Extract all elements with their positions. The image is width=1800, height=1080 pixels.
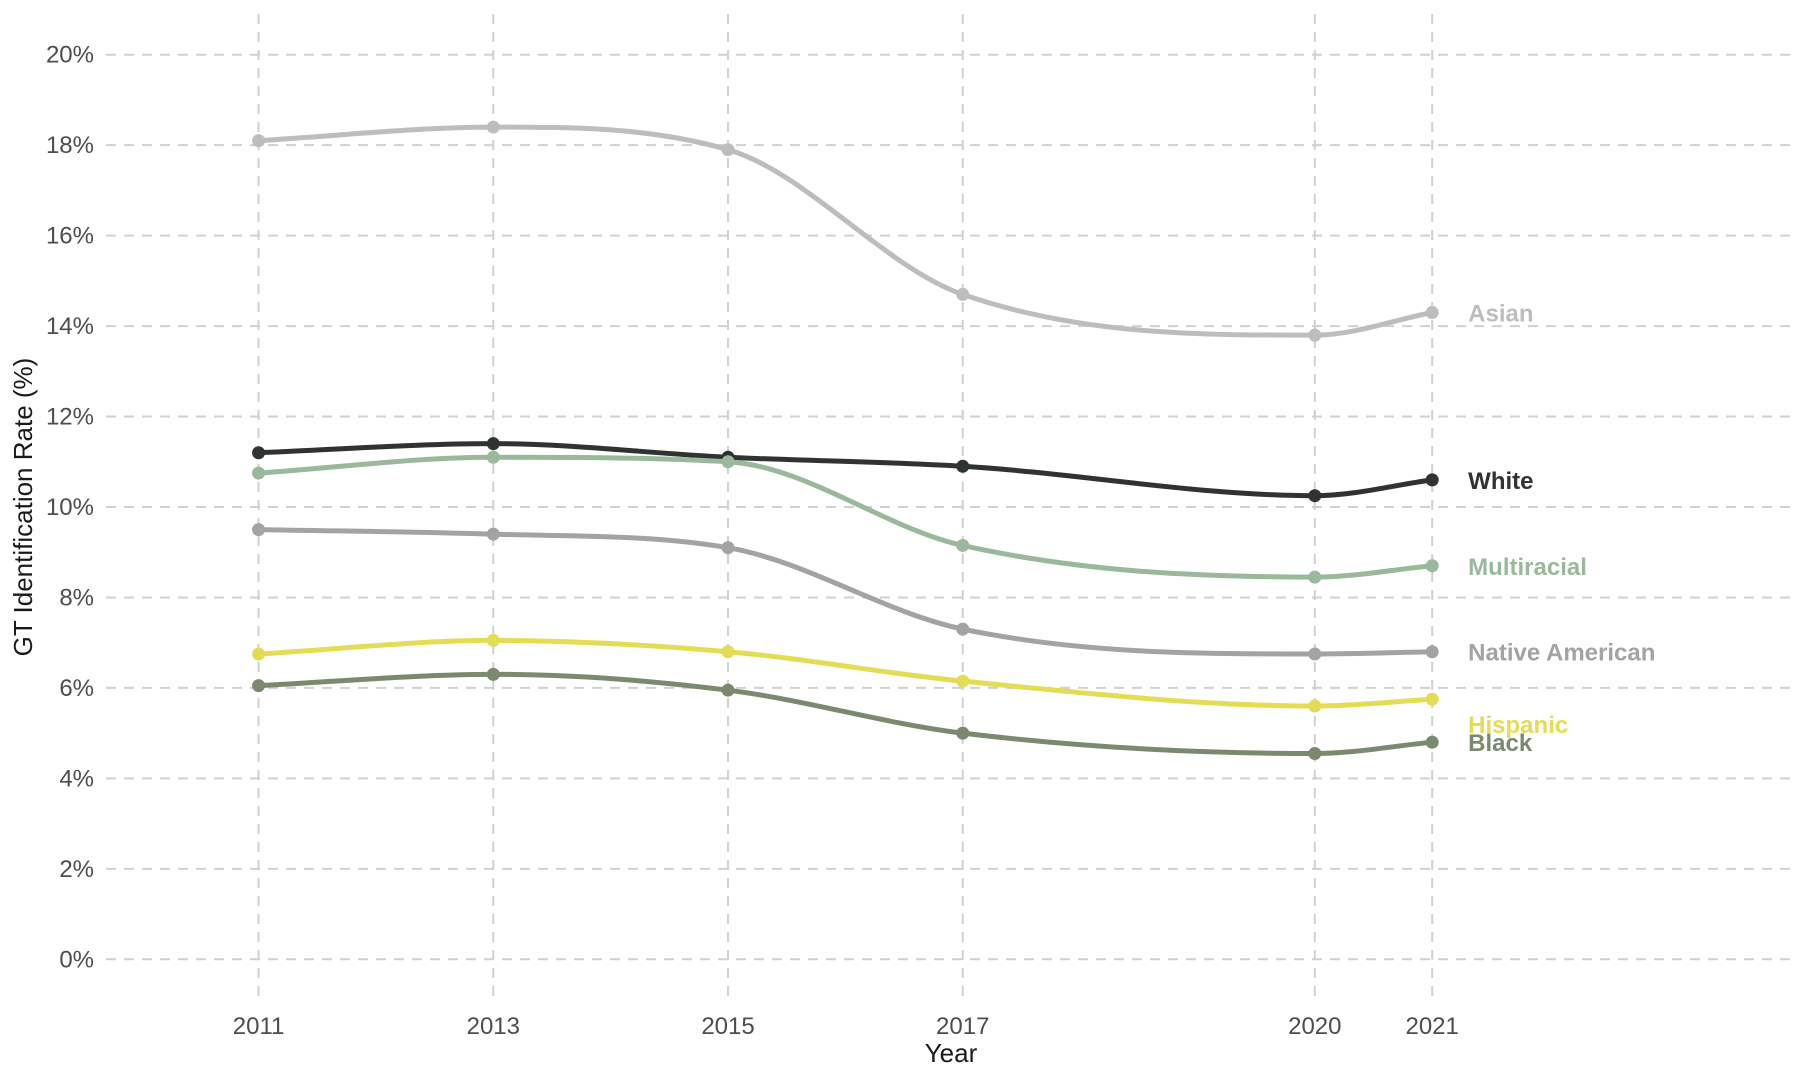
series-label-native-american: Native American: [1468, 640, 1655, 667]
x-tick-label-2015: 2015: [701, 1013, 754, 1040]
y-axis-ticks: 0% 2% 4% 6% 8% 10% 12% 14% 16% 18% 20%: [46, 42, 94, 974]
data-point-white-2017: [956, 459, 970, 473]
series-white: [252, 437, 1439, 503]
series-label-multiracial: Multiracial: [1468, 554, 1587, 581]
series-label-asian: Asian: [1468, 301, 1533, 328]
data-point-hispanic-2020: [1308, 699, 1322, 713]
y-tick-label-14: 14%: [46, 313, 94, 340]
data-point-white-2013: [486, 437, 500, 451]
series-label-hispanic: Hispanic: [1468, 712, 1568, 739]
grid-layer: [106, 14, 1796, 1000]
y-tick-label-12: 12%: [46, 404, 94, 431]
data-point-black-2020: [1308, 747, 1322, 760]
data-point-asian-2017: [956, 287, 970, 301]
data-point-black-2011: [252, 679, 266, 693]
series-asian: [252, 120, 1439, 342]
data-point-white-2021: [1425, 473, 1439, 487]
x-tick-label-2013: 2013: [467, 1013, 520, 1040]
series-line-hispanic: [256, 637, 1435, 709]
data-point-hispanic-2011: [252, 647, 266, 661]
y-tick-label-6: 6%: [59, 675, 94, 702]
series-hispanic: [252, 633, 1439, 713]
data-point-multiracial-2013: [486, 450, 500, 464]
y-tick-label-4: 4%: [59, 765, 94, 792]
y-tick-label-20: 20%: [46, 42, 94, 69]
data-point-black-2021: [1425, 735, 1439, 749]
data-point-native-american-2021: [1425, 645, 1439, 659]
series-line-black: [256, 671, 1435, 756]
y-axis-title: GT Identification Rate (%): [8, 358, 38, 657]
data-point-hispanic-2013: [486, 633, 500, 647]
data-point-native-american-2017: [956, 622, 970, 636]
series-black: [252, 667, 1439, 760]
series-label-white: White: [1468, 468, 1533, 495]
data-point-asian-2020: [1308, 328, 1322, 342]
series-label-black: Black: [1468, 730, 1533, 757]
y-tick-label-2: 2%: [59, 856, 94, 883]
series-line-asian: [256, 124, 1435, 338]
data-point-black-2015: [721, 683, 735, 697]
data-point-hispanic-2021: [1425, 692, 1439, 706]
data-point-multiracial-2011: [252, 466, 266, 480]
data-point-hispanic-2017: [956, 674, 970, 688]
data-point-asian-2021: [1425, 306, 1439, 320]
series-native-american: [252, 523, 1439, 661]
y-tick-label-0: 0%: [59, 946, 94, 973]
series-line-native-american: [256, 527, 1435, 657]
data-point-black-2017: [956, 726, 970, 740]
y-tick-label-16: 16%: [46, 223, 94, 250]
x-axis-title: Year: [925, 1038, 978, 1068]
series-multiracial: [252, 450, 1439, 584]
series-layer: [252, 120, 1439, 760]
series-labels: Asian White Multiracial Native American Hisp…: [1468, 301, 1655, 758]
data-point-native-american-2011: [252, 523, 266, 537]
data-point-multiracial-2015: [721, 455, 735, 469]
data-point-multiracial-2017: [956, 538, 970, 552]
x-tick-label-2017: 2017: [936, 1013, 989, 1040]
data-point-white-2011: [252, 446, 266, 460]
data-point-black-2013: [486, 667, 500, 681]
series-line-white: [256, 441, 1435, 499]
x-tick-label-2021: 2021: [1405, 1013, 1458, 1040]
data-point-native-american-2013: [486, 527, 500, 541]
y-tick-label-10: 10%: [46, 494, 94, 521]
x-tick-label-2020: 2020: [1288, 1013, 1341, 1040]
data-point-asian-2015: [721, 143, 735, 157]
data-point-hispanic-2015: [721, 645, 735, 659]
data-point-multiracial-2021: [1425, 559, 1439, 573]
data-point-white-2020: [1308, 489, 1322, 503]
x-tick-label-2011: 2011: [233, 1013, 285, 1040]
data-point-asian-2013: [486, 120, 500, 134]
y-tick-label-18: 18%: [46, 132, 94, 159]
data-point-asian-2011: [252, 134, 266, 148]
data-point-multiracial-2020: [1308, 570, 1322, 584]
series-line-multiracial: [256, 454, 1435, 580]
data-point-native-american-2015: [721, 541, 735, 555]
data-point-native-american-2020: [1308, 647, 1322, 661]
y-tick-label-8: 8%: [59, 584, 94, 611]
x-axis-ticks: 2011 2013 2015 2017 2020 2021: [233, 1013, 1459, 1040]
